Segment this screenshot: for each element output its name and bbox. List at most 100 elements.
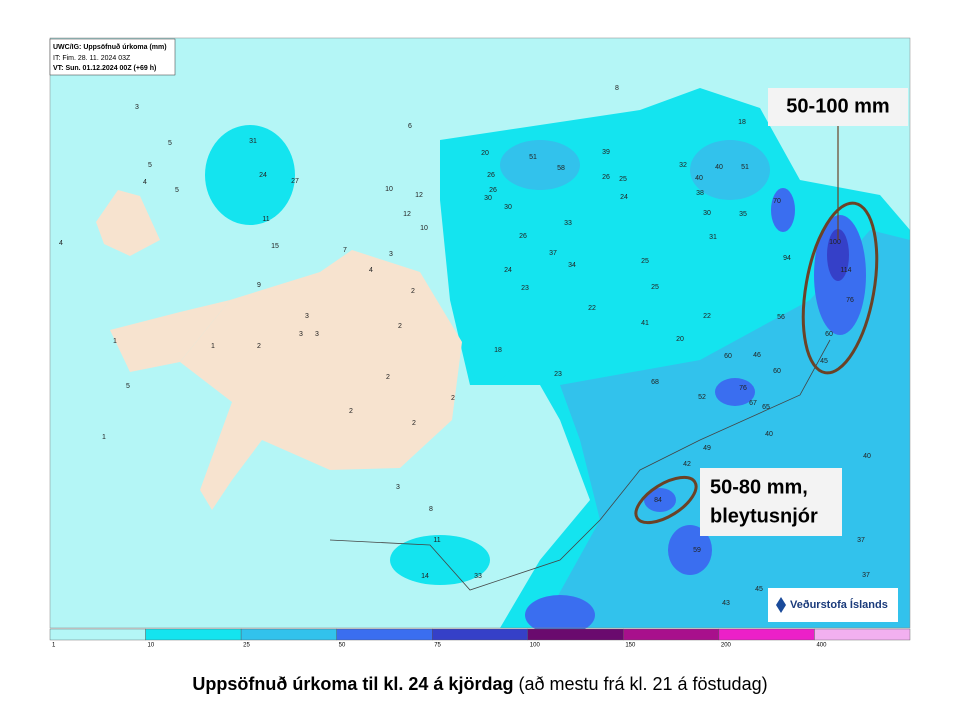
caption-rest: (að mestu frá kl. 21 á föstudag) (513, 674, 767, 694)
colorbar-segment (527, 628, 624, 641)
map-value-label: 25 (641, 258, 649, 265)
map-value-label: 1 (113, 338, 117, 345)
map-value-label: 11 (433, 537, 440, 544)
map-value-label: 25 (651, 284, 659, 291)
map-value-label: 20 (481, 150, 489, 157)
map-value-label: 40 (695, 175, 703, 182)
map-value-label: 7 (343, 247, 347, 254)
map-value-label: 24 (620, 194, 628, 201)
colorbar-segment (336, 628, 433, 641)
map-value-label: 42 (683, 461, 691, 468)
colorbar-tick-label: 10 (148, 643, 155, 649)
map-value-label: 3 (305, 313, 309, 320)
map-value-label: 27 (291, 178, 299, 185)
map-value-label: 45 (820, 358, 828, 365)
map-value-label: 5 (126, 383, 130, 390)
map-value-label: 14 (421, 573, 429, 580)
coastline (329, 339, 831, 591)
map-value-label: 26 (489, 187, 497, 194)
header-line: UWC/IG: Uppsöfnuð úrkoma (mm) (53, 43, 167, 51)
map-value-label: 18 (738, 119, 746, 126)
map-value-label: 84 (654, 497, 662, 504)
colorbar: 1 10 25 50 75 100 150 200 400 (49, 628, 911, 649)
colorbar-tick-label: 400 (816, 643, 827, 649)
colorbar-segment (145, 628, 242, 641)
zone-25-50 (690, 140, 770, 200)
zone-75-100 (827, 229, 849, 281)
map-value-label: 8 (615, 85, 619, 92)
map-value-label: 3 (135, 104, 139, 111)
map-value-label: 2 (411, 288, 415, 295)
map-value-label: 4 (59, 240, 63, 247)
map-value-label: 3 (315, 331, 319, 338)
zone-dry (110, 300, 230, 372)
zone-50-75 (771, 188, 795, 232)
map-value-label: 60 (825, 331, 833, 338)
colorbar-tick-label: 75 (434, 643, 441, 649)
map-value-label: 2 (257, 343, 261, 350)
map-value-label: 26 (602, 174, 610, 181)
map-value-label: 23 (521, 285, 529, 292)
zone-50-75 (668, 525, 712, 575)
colorbar-tick-label: 50 (339, 643, 346, 649)
map-value-label: 23 (554, 371, 562, 378)
callout-box (700, 468, 842, 536)
map-value-label: 76 (739, 385, 747, 392)
zone-10-25 (390, 535, 490, 585)
map-value-label: 56 (777, 314, 785, 321)
map-value-label: 1 (102, 434, 106, 441)
highlight-ellipse (801, 201, 879, 375)
colorbar-tick-label: 25 (243, 643, 250, 649)
map-value-label: 68 (651, 379, 659, 386)
caption: Uppsöfnuð úrkoma til kl. 24 á kjördag (a… (192, 674, 767, 694)
map-value-label: 3 (299, 331, 303, 338)
caption-bold: Uppsöfnuð úrkoma til kl. 24 á kjördag (192, 674, 513, 694)
colorbar-tick-label: 200 (721, 643, 732, 649)
map-value-label: 52 (698, 394, 706, 401)
map-value-label: 3 (389, 251, 393, 258)
map-value-label: 59 (693, 547, 701, 554)
map-value-label: 22 (703, 313, 711, 320)
map-value-label: 33 (564, 220, 572, 227)
colorbar-segment (240, 628, 337, 641)
map-value-label: 45 (755, 586, 763, 593)
map-value-label: 24 (259, 172, 267, 179)
zone-dry (180, 250, 462, 510)
map-value-label: 12 (415, 192, 423, 199)
callout-text: 50-80 mm, (710, 476, 808, 498)
colorbar-tick-label: 1 (52, 643, 56, 649)
callout-text: 50-100 mm (786, 95, 889, 117)
map-value-label: 70 (773, 198, 781, 205)
map-value-label: 11 (262, 216, 269, 223)
zone-dry (96, 190, 160, 256)
map-value-label: 40 (715, 164, 723, 171)
map-value-label: 49 (703, 445, 711, 452)
colorbar-tick-label: 100 (530, 643, 541, 649)
zone-10-25 (468, 338, 512, 382)
map-value-label: 32 (679, 162, 687, 169)
map-value-label: 58 (557, 165, 565, 172)
logo-icon (776, 597, 786, 613)
map-value-label: 5 (148, 162, 152, 169)
header-line: IT: Fim. 28. 11. 2024 03Z (53, 55, 131, 62)
colorbar-segment (814, 628, 911, 641)
map-frame (49, 37, 911, 629)
map-value-label: 12 (403, 211, 411, 218)
zone-50-75 (525, 595, 595, 635)
map-value-label: 31 (249, 138, 257, 145)
zone-50-75 (644, 488, 676, 512)
map-value-label: 15 (271, 243, 279, 250)
map-value-label: 31 (709, 234, 717, 241)
map-value-label: 26 (487, 172, 495, 179)
map-value-label: 8 (429, 506, 433, 513)
map-value-label: 3 (396, 484, 400, 491)
map-value-label: 2 (386, 374, 390, 381)
map-value-label: 10 (420, 225, 428, 232)
header-box (49, 38, 176, 76)
map-value-label: 26 (519, 233, 527, 240)
map-value-label: 41 (641, 320, 649, 327)
map-value-label: 40 (765, 431, 773, 438)
map-value-label: 51 (529, 154, 537, 161)
colorbar-segment (623, 628, 720, 641)
